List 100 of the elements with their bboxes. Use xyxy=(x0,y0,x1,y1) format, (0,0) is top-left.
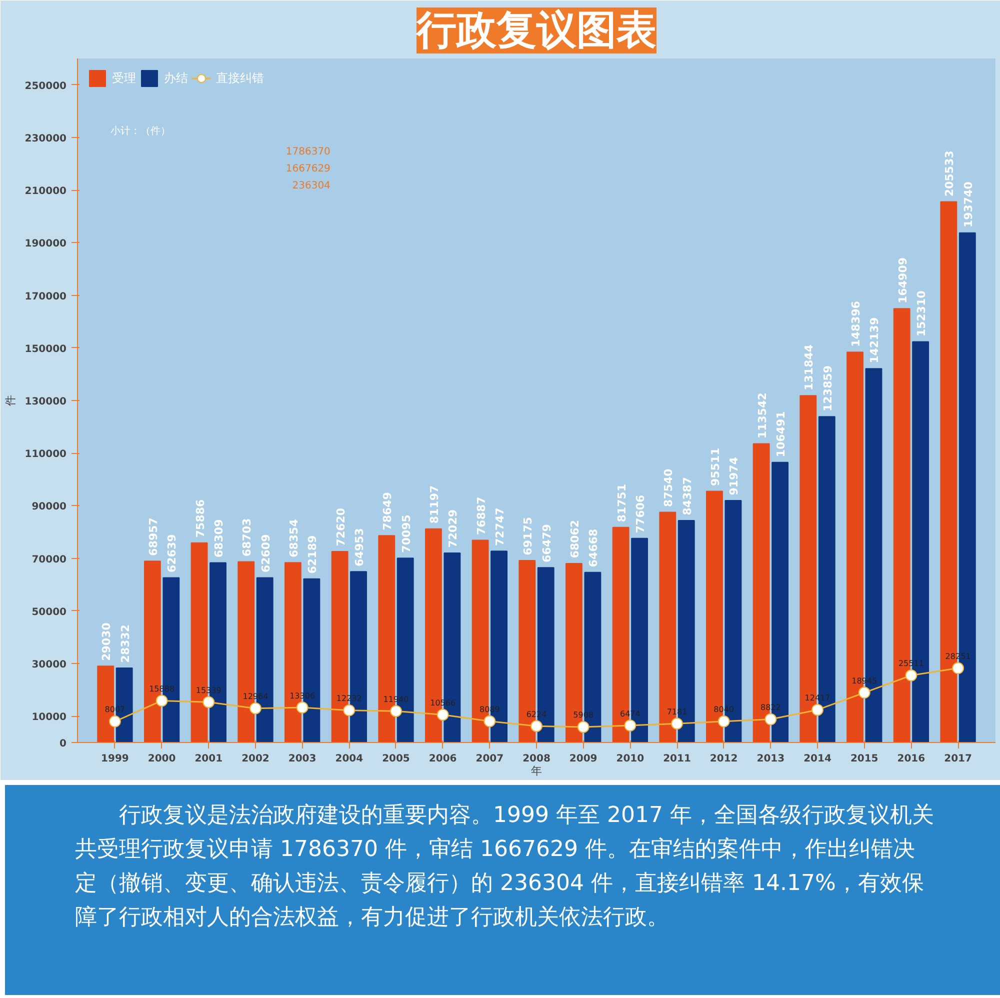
x-tick-label: 2008 xyxy=(522,754,550,764)
legend-label: 受理 xyxy=(112,70,136,86)
data-label: 76887 xyxy=(474,496,488,535)
annotation: 1667629 xyxy=(286,163,330,174)
data-label: 62609 xyxy=(259,534,272,573)
x-tick-label: 2017 xyxy=(944,754,972,764)
data-label: 75886 xyxy=(194,498,207,538)
y-tick-label: 50000 xyxy=(32,606,67,618)
data-label: 106491 xyxy=(774,411,788,458)
y-tick-label: 70000 xyxy=(32,554,67,566)
x-tick-label: 2001 xyxy=(194,754,223,764)
y-tick-label: 110000 xyxy=(24,449,67,460)
data-label: 68354 xyxy=(287,518,300,558)
annotation: 236304 xyxy=(292,180,330,192)
x-tick-label: 2004 xyxy=(335,754,364,764)
data-label: 28251 xyxy=(945,652,971,661)
x-tick-label: 2016 xyxy=(897,754,926,764)
x-tick-label: 2013 xyxy=(756,754,785,764)
y-tick-label: 250000 xyxy=(24,80,67,92)
data-label: 12417 xyxy=(804,694,830,703)
point xyxy=(858,686,870,699)
data-label: 18945 xyxy=(852,676,878,686)
legend-label: 办结 xyxy=(164,70,188,86)
data-label: 62189 xyxy=(306,535,320,574)
x-tick-label: 2015 xyxy=(850,754,878,764)
y-tick-label: 190000 xyxy=(24,238,67,250)
x-tick-label: 2002 xyxy=(242,754,270,764)
data-label: 81751 xyxy=(615,484,628,522)
data-label: 68703 xyxy=(240,518,254,556)
y-tick-label: 90000 xyxy=(32,502,67,513)
data-label: 68309 xyxy=(212,519,226,558)
data-label: 131844 xyxy=(802,344,816,390)
data-label: 78649 xyxy=(381,492,394,530)
point xyxy=(436,708,449,721)
x-tick-label: 2007 xyxy=(476,754,504,764)
x-tick-label: 2012 xyxy=(710,754,738,764)
data-label: 66479 xyxy=(540,524,554,562)
data-label: 28332 xyxy=(118,624,132,663)
data-label: 62639 xyxy=(166,534,179,572)
data-label: 77606 xyxy=(634,494,648,534)
x-tick-label: 2005 xyxy=(382,754,410,764)
point xyxy=(484,715,496,728)
data-label: 72029 xyxy=(446,509,460,548)
point xyxy=(530,720,542,732)
data-label: 8822 xyxy=(760,703,781,712)
point xyxy=(577,720,590,733)
point xyxy=(764,713,777,726)
data-label: 123859 xyxy=(821,365,834,412)
data-label: 15888 xyxy=(149,684,175,694)
data-label: 152310 xyxy=(915,290,928,337)
data-label: 95511 xyxy=(708,448,722,486)
data-label: 87540 xyxy=(662,468,676,507)
data-label: 12964 xyxy=(242,692,268,702)
data-label: 8089 xyxy=(479,705,500,714)
data-label: 8007 xyxy=(104,705,126,714)
annotation: 1786370 xyxy=(286,146,330,158)
y-tick-label: 170000 xyxy=(24,291,67,302)
point xyxy=(671,718,684,730)
data-label: 64953 xyxy=(353,528,366,566)
legend-label: 直接纠错 xyxy=(216,70,264,86)
data-label: 69175 xyxy=(522,516,535,556)
data-label: 193740 xyxy=(962,181,975,228)
point xyxy=(952,662,964,674)
data-label: 13306 xyxy=(290,691,316,700)
data-label: 205533 xyxy=(943,150,956,197)
data-label: 11940 xyxy=(383,694,409,704)
point xyxy=(905,669,918,682)
data-label: 68062 xyxy=(568,520,582,558)
data-label: 5908 xyxy=(573,710,594,720)
chart-title: 行政复议图表 xyxy=(414,8,656,54)
x-axis-title: 年 xyxy=(531,764,542,778)
point xyxy=(249,702,262,714)
data-label: 70095 xyxy=(400,514,413,553)
y-tick-label: 210000 xyxy=(24,186,67,198)
data-label: 10566 xyxy=(430,698,456,708)
data-label: 72747 xyxy=(494,508,507,546)
data-label: 64668 xyxy=(587,528,600,568)
y-tick-label: 150000 xyxy=(24,344,67,355)
x-tick-label: 2006 xyxy=(428,754,457,764)
data-label: 15339 xyxy=(196,686,222,695)
point xyxy=(624,719,636,732)
data-label: 7181 xyxy=(666,707,688,716)
point xyxy=(812,704,824,716)
data-label: 81197 xyxy=(428,485,441,524)
data-label: 8040 xyxy=(714,705,734,714)
data-label: 68957 xyxy=(146,518,160,556)
x-tick-label: 2003 xyxy=(288,754,316,764)
y-tick-label: 10000 xyxy=(32,712,67,724)
point xyxy=(718,715,730,728)
data-label: 142139 xyxy=(868,317,882,364)
data-label: 29030 xyxy=(100,622,114,661)
data-label: 6224 xyxy=(526,710,547,719)
data-label: 25511 xyxy=(898,659,924,668)
data-label: 84387 xyxy=(680,476,694,516)
y-tick-label: 230000 xyxy=(24,133,67,144)
x-tick-label: 2009 xyxy=(569,754,598,764)
text: 行政复议是法治政府建设的重要内容。1999 年至 2017 年，全国各级行政复议机关共受理行政复议申请 1786370 件，审结 1667629 件。在审结的案件中，作出纠错决定（撤销、变更、确认违法、责令履行）的 236304 件，直接纠错率 14.17%，有效保障了行政相对人的合法权益，有力促进了行政机关依法行政。 xyxy=(75,802,935,932)
x-tick-label: 2010 xyxy=(616,754,644,764)
point xyxy=(108,715,121,728)
point xyxy=(156,694,168,707)
